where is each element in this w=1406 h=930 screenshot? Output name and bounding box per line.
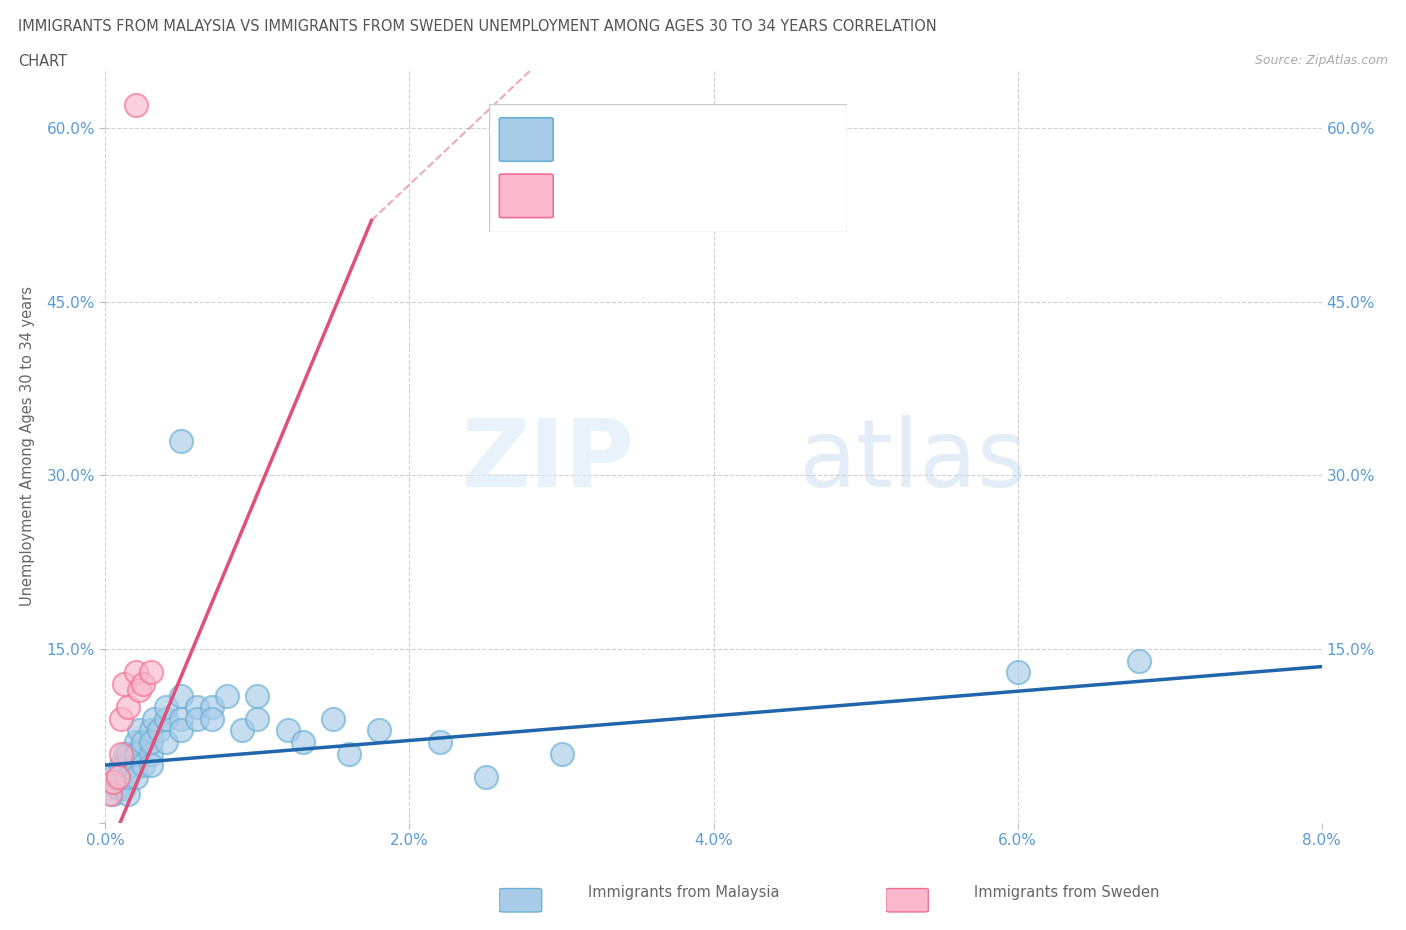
Point [322,711,344,726]
Point [114,746,136,761]
Point [125,758,148,773]
Point [110,711,132,726]
Point [139,735,162,750]
Point [101,787,124,802]
Point [139,665,162,680]
Point [125,746,148,761]
FancyBboxPatch shape [499,888,541,912]
Text: atlas: atlas [799,416,1026,508]
Point [1007,665,1029,680]
Point [101,775,124,790]
Point [117,699,139,714]
Point [117,787,139,802]
Point [231,723,253,737]
Point [143,711,166,726]
Point [186,699,208,714]
Point [112,676,135,691]
Point [132,676,155,691]
Text: Immigrants from Malaysia: Immigrants from Malaysia [588,885,779,900]
Point [550,746,572,761]
Y-axis label: Unemployment Among Ages 30 to 34 years: Unemployment Among Ages 30 to 34 years [21,286,35,606]
Point [139,758,162,773]
Point [368,723,391,737]
Point [474,769,496,784]
Point [217,688,239,703]
Point [132,735,155,750]
Point [110,758,132,773]
Point [1128,654,1150,669]
Point [117,769,139,784]
Point [110,746,132,761]
Point [117,746,139,761]
Point [139,723,162,737]
Text: IMMIGRANTS FROM MALAYSIA VS IMMIGRANTS FROM SWEDEN UNEMPLOYMENT AMONG AGES 30 TO: IMMIGRANTS FROM MALAYSIA VS IMMIGRANTS F… [18,19,936,33]
Point [128,683,150,698]
Point [107,769,129,784]
Point [170,688,193,703]
Point [170,433,193,448]
Point [246,711,269,726]
Point [292,735,315,750]
Point [337,746,360,761]
Point [132,758,155,773]
Point [107,781,129,796]
Point [101,769,124,784]
Text: Immigrants from Sweden: Immigrants from Sweden [974,885,1160,900]
Point [155,699,177,714]
Point [125,665,148,680]
Point [201,699,224,714]
Point [98,787,121,802]
Text: ZIP: ZIP [461,416,634,508]
Point [201,711,224,726]
Point [155,711,177,726]
FancyBboxPatch shape [886,888,928,912]
Point [110,775,132,790]
Text: Source: ZipAtlas.com: Source: ZipAtlas.com [1254,54,1388,67]
Point [246,688,269,703]
Point [170,723,193,737]
Point [125,769,148,784]
Point [139,746,162,761]
Point [155,735,177,750]
Point [128,723,150,737]
Point [112,781,135,796]
Point [148,723,170,737]
Point [429,735,451,750]
Point [170,711,193,726]
Point [277,723,299,737]
Point [186,711,208,726]
Point [125,735,148,750]
Text: CHART: CHART [18,54,67,69]
Point [125,97,148,112]
